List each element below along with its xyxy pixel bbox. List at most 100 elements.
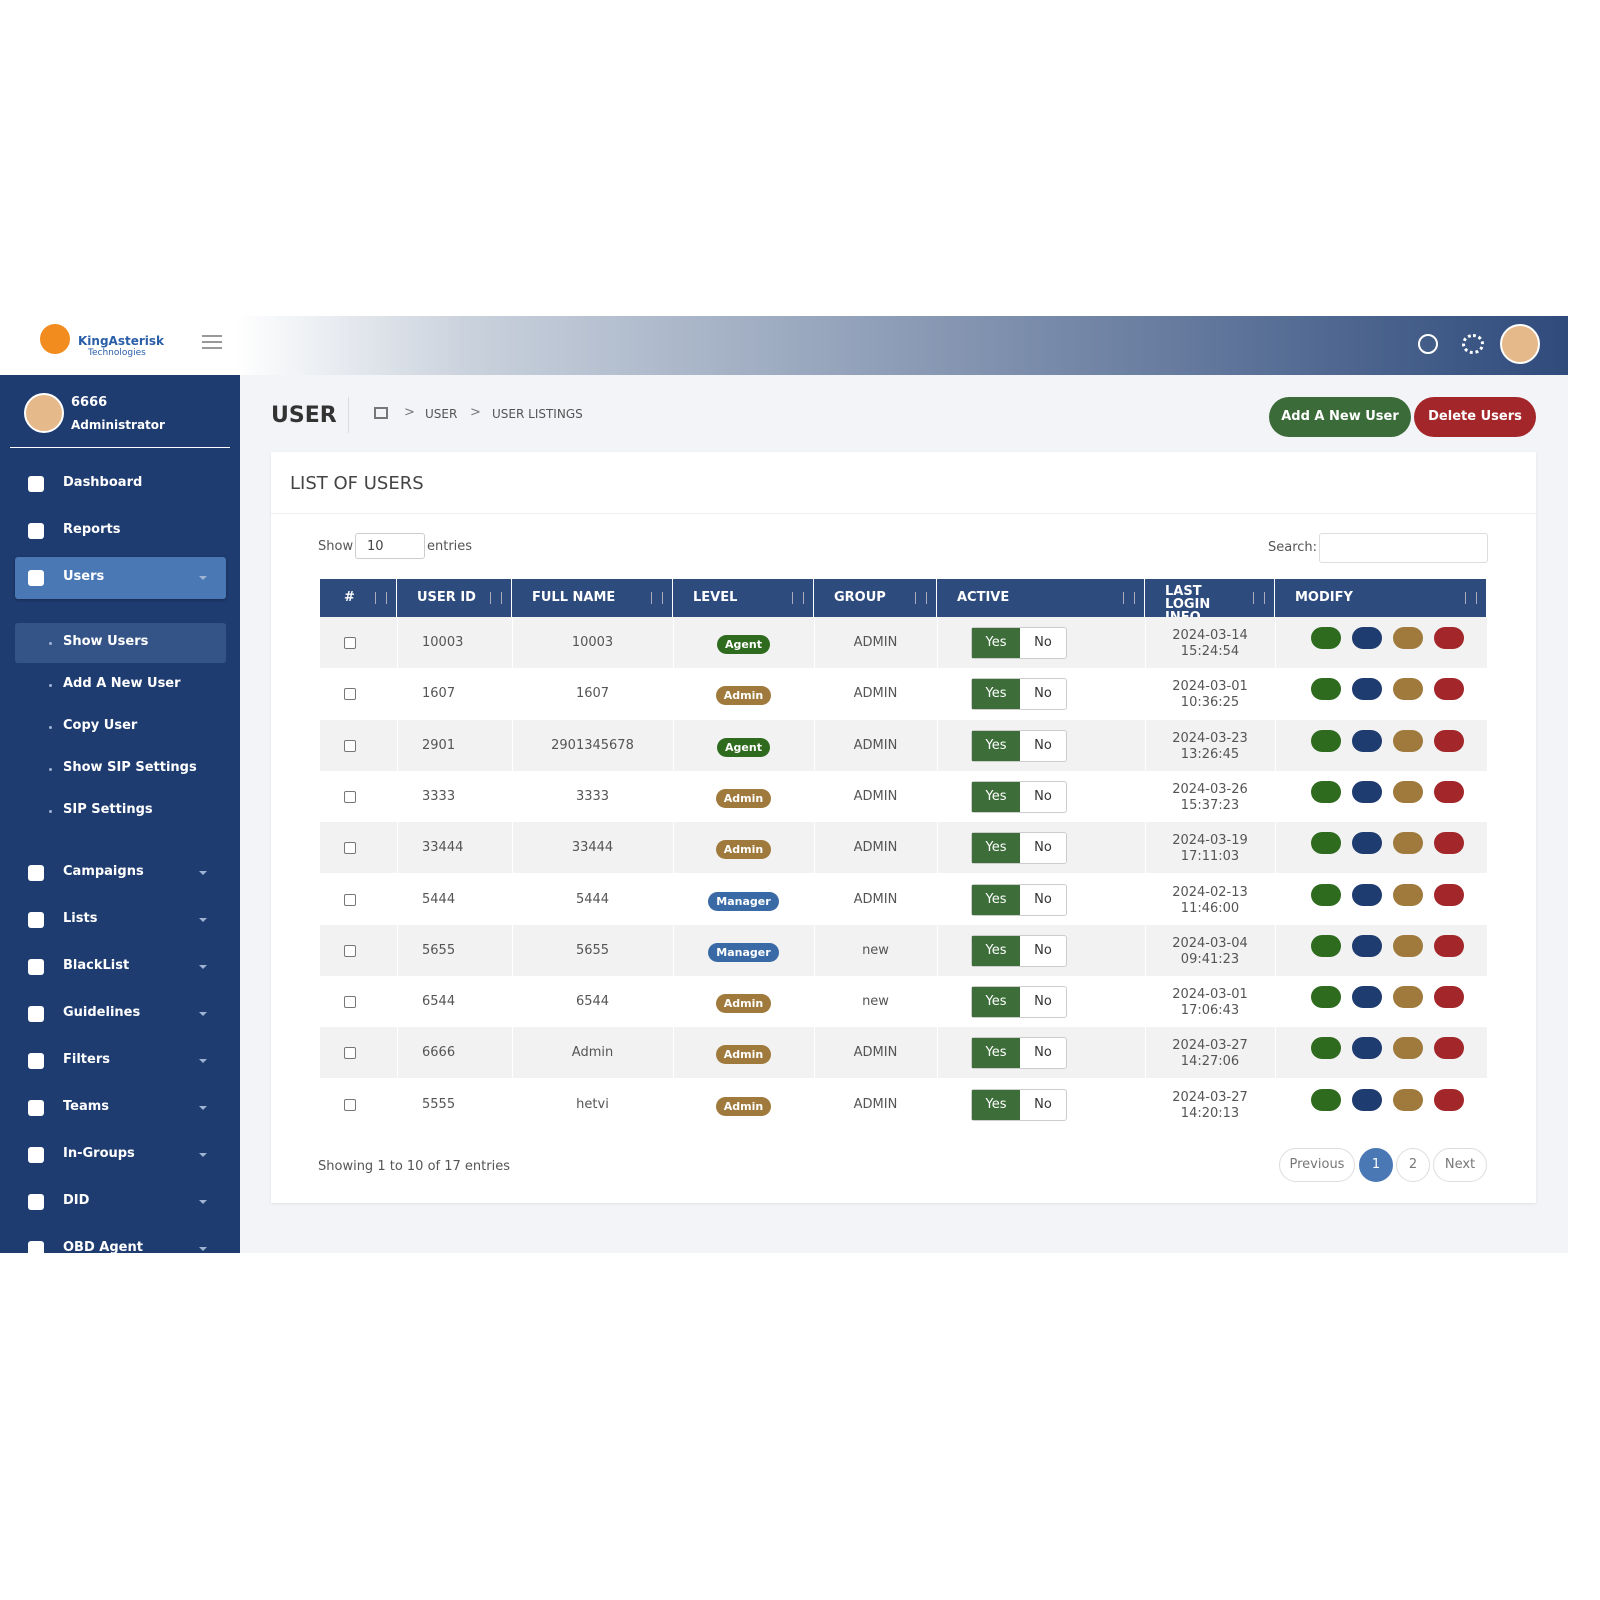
edit-action[interactable] xyxy=(1311,832,1341,855)
copy-action[interactable] xyxy=(1352,780,1382,803)
search-input[interactable] xyxy=(1319,533,1488,563)
checkbox[interactable] xyxy=(344,688,356,701)
copy-action[interactable] xyxy=(1352,934,1382,957)
copy-action[interactable] xyxy=(1352,1088,1382,1111)
yes-button[interactable]: Yes xyxy=(972,1089,1020,1120)
copy-action[interactable] xyxy=(1352,986,1382,1009)
column-header[interactable]: ACTIVE xyxy=(937,579,1145,617)
nav-item[interactable]: Guidelines xyxy=(15,993,226,1035)
nav-item[interactable]: BlackList xyxy=(15,946,226,988)
checkbox[interactable] xyxy=(344,842,356,855)
nav-item[interactable]: Teams xyxy=(15,1087,226,1129)
checkbox[interactable] xyxy=(344,637,356,649)
delete-action[interactable] xyxy=(1434,1037,1464,1060)
nav-item[interactable]: Lists xyxy=(15,899,226,941)
edit-action[interactable] xyxy=(1311,678,1341,701)
delete-action[interactable] xyxy=(1434,883,1464,906)
checkbox[interactable] xyxy=(344,1047,356,1060)
pagination-button[interactable]: Previous xyxy=(1279,1148,1355,1182)
settings-icon[interactable] xyxy=(1462,334,1484,354)
home-icon[interactable] xyxy=(374,407,388,419)
no-button[interactable]: No xyxy=(1034,942,1052,958)
history-action[interactable] xyxy=(1393,627,1423,649)
active-toggle[interactable]: Yes No xyxy=(971,832,1067,865)
menu-toggle[interactable] xyxy=(202,335,222,349)
yes-button[interactable]: Yes xyxy=(972,935,1020,966)
copy-action[interactable] xyxy=(1352,678,1382,701)
copy-action[interactable] xyxy=(1352,832,1382,855)
yes-button[interactable]: Yes xyxy=(972,987,1020,1018)
yes-button[interactable]: Yes xyxy=(972,730,1020,761)
pagination-button[interactable]: 2 xyxy=(1396,1148,1430,1182)
nav-item[interactable]: In-Groups xyxy=(15,1134,226,1176)
column-header[interactable]: # xyxy=(320,579,397,617)
edit-action[interactable] xyxy=(1311,883,1341,906)
checkbox[interactable] xyxy=(344,996,356,1009)
no-button[interactable]: No xyxy=(1034,686,1052,702)
history-action[interactable] xyxy=(1393,678,1423,701)
edit-action[interactable] xyxy=(1311,1037,1341,1060)
yes-button[interactable]: Yes xyxy=(972,679,1020,710)
history-action[interactable] xyxy=(1393,1088,1423,1111)
active-toggle[interactable]: Yes No xyxy=(971,934,1067,967)
sub-item[interactable]: Show Users xyxy=(15,623,226,663)
history-action[interactable] xyxy=(1393,934,1423,957)
delete-action[interactable] xyxy=(1434,1088,1464,1111)
no-button[interactable]: No xyxy=(1034,1096,1052,1112)
column-header[interactable]: USER ID xyxy=(397,579,512,617)
no-button[interactable]: No xyxy=(1034,840,1052,856)
delete-action[interactable] xyxy=(1434,780,1464,803)
history-icon[interactable] xyxy=(1418,334,1438,354)
delete-action[interactable] xyxy=(1434,729,1464,752)
copy-action[interactable] xyxy=(1352,1037,1382,1060)
history-action[interactable] xyxy=(1393,780,1423,803)
yes-button[interactable]: Yes xyxy=(972,628,1020,658)
no-button[interactable]: No xyxy=(1034,788,1052,804)
avatar[interactable] xyxy=(1500,324,1540,364)
delete-action[interactable] xyxy=(1434,627,1464,649)
active-toggle[interactable]: Yes No xyxy=(971,678,1067,711)
nav-item[interactable]: Campaigns xyxy=(15,852,226,894)
edit-action[interactable] xyxy=(1311,986,1341,1009)
copy-action[interactable] xyxy=(1352,729,1382,752)
column-header[interactable]: LEVEL xyxy=(673,579,814,617)
sub-item[interactable]: Show SIP Settings xyxy=(15,749,226,789)
active-toggle[interactable]: Yes No xyxy=(971,1037,1067,1070)
copy-action[interactable] xyxy=(1352,627,1382,649)
column-header[interactable]: MODIFY xyxy=(1275,579,1487,617)
sub-item[interactable]: SIP Settings xyxy=(15,791,226,831)
yes-button[interactable]: Yes xyxy=(972,833,1020,864)
active-toggle[interactable]: Yes No xyxy=(971,883,1067,916)
checkbox[interactable] xyxy=(344,944,356,957)
delete-users-button[interactable]: Delete Users xyxy=(1414,397,1536,437)
edit-action[interactable] xyxy=(1311,729,1341,752)
no-button[interactable]: No xyxy=(1034,891,1052,907)
copy-action[interactable] xyxy=(1352,883,1382,906)
entries-select[interactable]: 10 xyxy=(355,533,425,559)
history-action[interactable] xyxy=(1393,883,1423,906)
nav-item[interactable]: OBD Agent xyxy=(15,1228,226,1253)
column-header[interactable]: FULL NAME xyxy=(512,579,673,617)
active-toggle[interactable]: Yes No xyxy=(971,729,1067,762)
pagination-button[interactable]: 1 xyxy=(1359,1148,1393,1182)
edit-action[interactable] xyxy=(1311,934,1341,957)
sub-item[interactable]: Add A New User xyxy=(15,665,226,705)
yes-button[interactable]: Yes xyxy=(972,781,1020,812)
nav-item[interactable]: Dashboard xyxy=(15,463,226,505)
active-toggle[interactable]: Yes No xyxy=(971,1088,1067,1121)
active-toggle[interactable]: Yes No xyxy=(971,986,1067,1019)
pagination-button[interactable]: Next xyxy=(1433,1148,1487,1182)
delete-action[interactable] xyxy=(1434,678,1464,701)
nav-item[interactable]: Users xyxy=(15,557,226,599)
edit-action[interactable] xyxy=(1311,780,1341,803)
checkbox[interactable] xyxy=(344,1098,356,1111)
add-user-button[interactable]: Add A New User xyxy=(1269,397,1411,437)
no-button[interactable]: No xyxy=(1034,1045,1052,1061)
edit-action[interactable] xyxy=(1311,1088,1341,1111)
yes-button[interactable]: Yes xyxy=(972,1038,1020,1069)
delete-action[interactable] xyxy=(1434,986,1464,1009)
nav-item[interactable]: Reports xyxy=(15,510,226,552)
history-action[interactable] xyxy=(1393,1037,1423,1060)
edit-action[interactable] xyxy=(1311,627,1341,649)
checkbox[interactable] xyxy=(344,739,356,752)
